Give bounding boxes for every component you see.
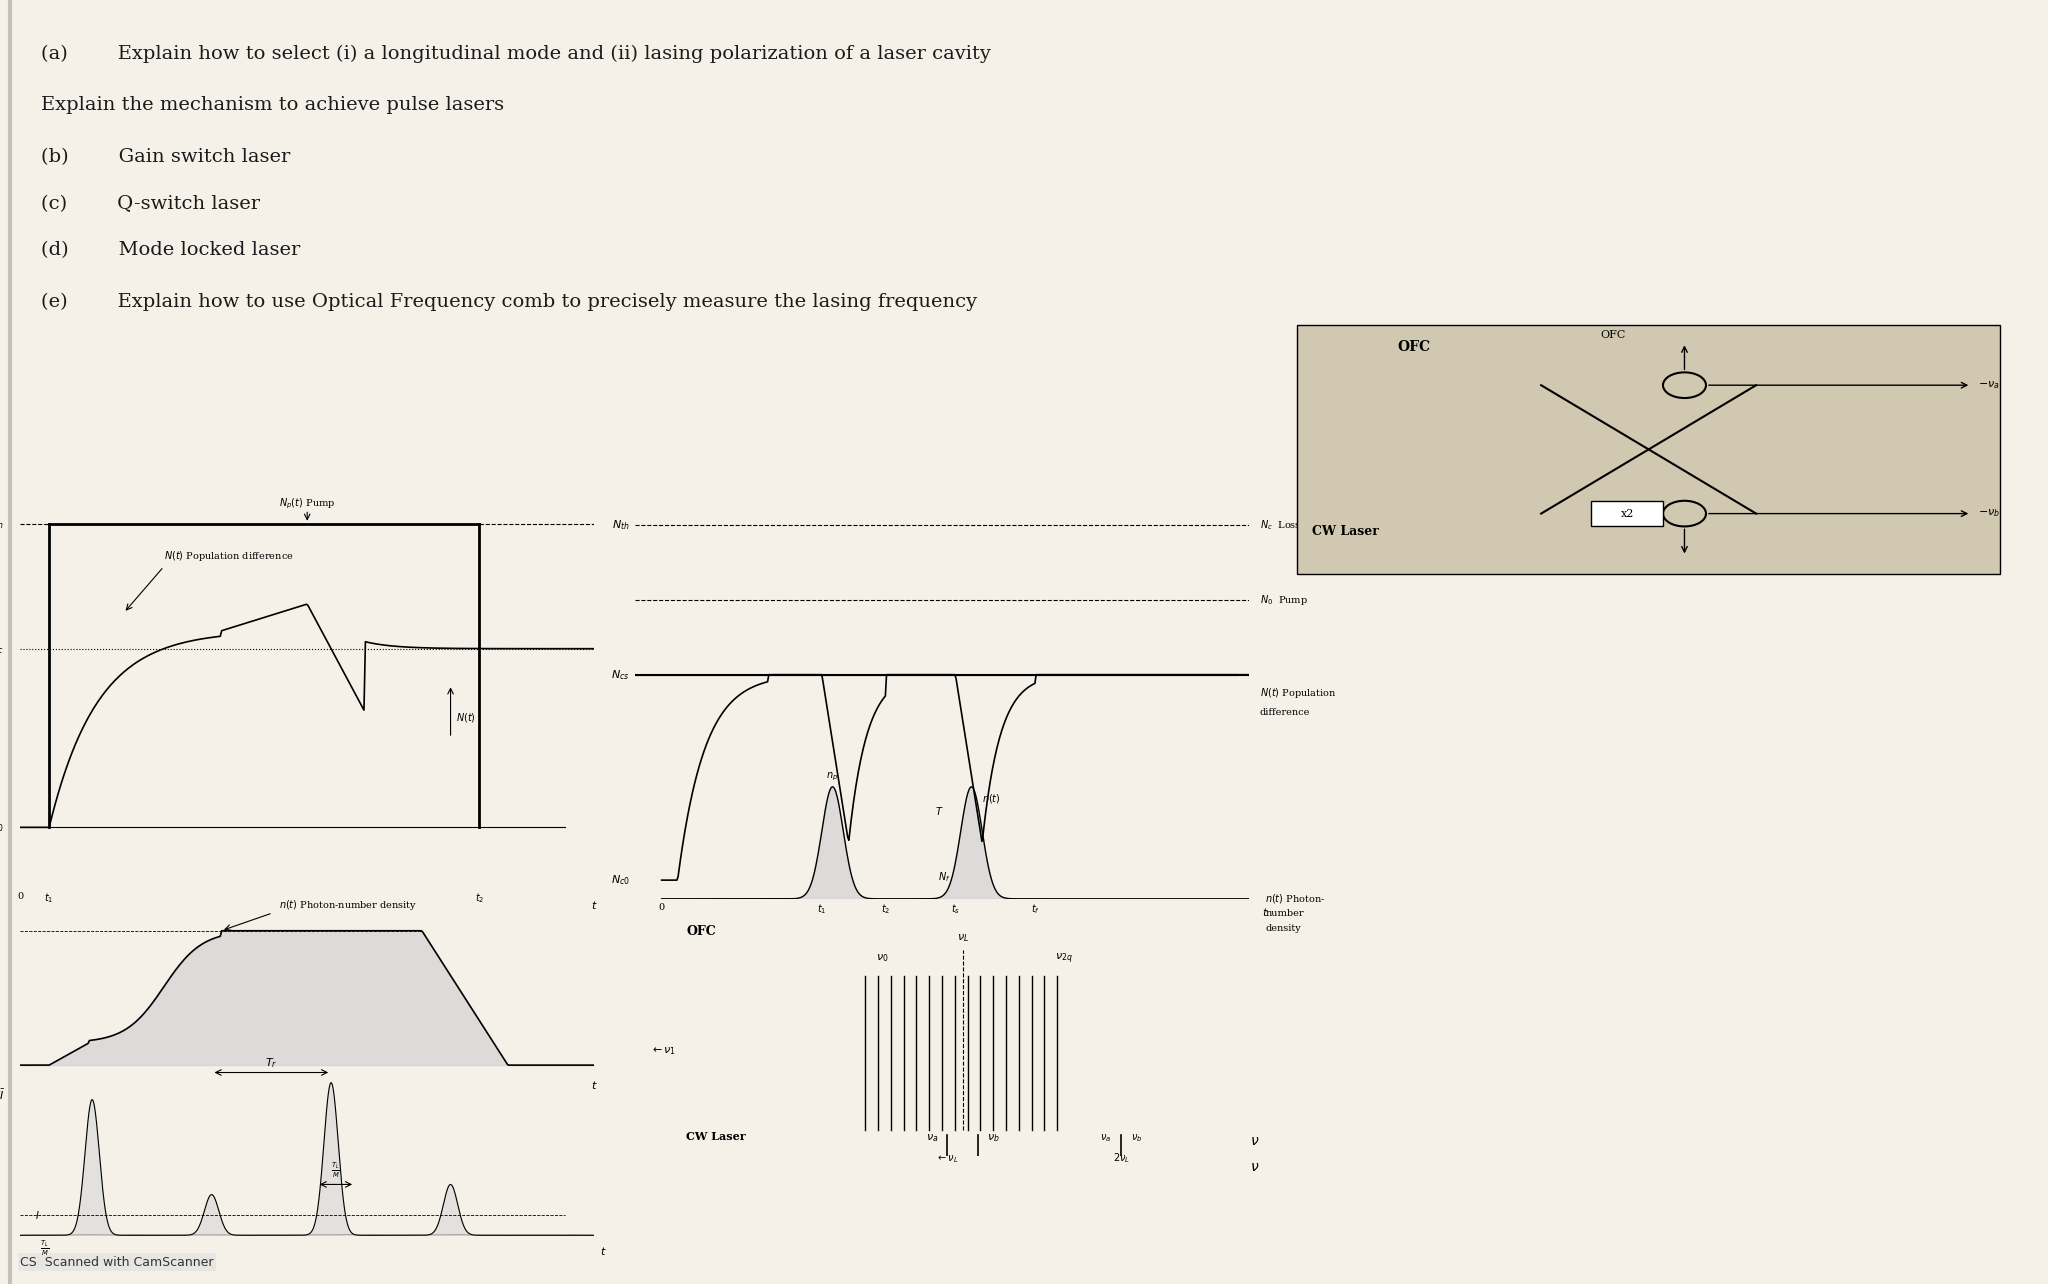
Text: OFC: OFC (1599, 330, 1626, 340)
Text: CW Laser: CW Laser (686, 1131, 745, 1143)
Text: (a)        Explain how to select (i) a longitudinal mode and (ii) lasing polariz: (a) Explain how to select (i) a longitud… (41, 45, 991, 63)
Text: $N_{c0}$: $N_{c0}$ (610, 873, 629, 887)
Text: $\nu_a$: $\nu_a$ (1100, 1132, 1112, 1144)
Text: (c)        Q-switch laser: (c) Q-switch laser (41, 195, 260, 213)
Text: $t_2$: $t_2$ (475, 891, 483, 905)
Text: (d)        Mode locked laser: (d) Mode locked laser (41, 241, 301, 259)
Text: 0: 0 (18, 891, 23, 900)
Text: x2: x2 (1620, 508, 1634, 519)
Text: $\leftarrow \nu_1$: $\leftarrow \nu_1$ (651, 1045, 676, 1057)
Text: $N_c$  Loss: $N_c$ Loss (1260, 519, 1300, 532)
Text: $t$: $t$ (590, 899, 598, 910)
Text: $2\nu_L$: $2\nu_L$ (1112, 1150, 1130, 1165)
Text: OFC: OFC (1397, 340, 1432, 354)
Text: $N_{th}$: $N_{th}$ (0, 516, 4, 530)
Text: $\nu_b$: $\nu_b$ (1130, 1132, 1143, 1144)
Text: (b)        Gain switch laser: (b) Gain switch laser (41, 148, 291, 166)
Text: CS  Scanned with CamScanner: CS Scanned with CamScanner (20, 1256, 213, 1269)
Text: $t$: $t$ (600, 1245, 606, 1257)
Text: Explain the mechanism to achieve pulse lasers: Explain the mechanism to achieve pulse l… (41, 96, 504, 114)
Text: $N_0$: $N_0$ (0, 820, 4, 835)
Text: $t_f$: $t_f$ (1030, 903, 1040, 917)
Text: $N(t)$ Population: $N(t)$ Population (1260, 687, 1337, 700)
Text: $\leftarrow \nu_L$: $\leftarrow \nu_L$ (936, 1153, 958, 1165)
Text: $t_2$: $t_2$ (881, 903, 891, 917)
Text: $N_0$  Pump: $N_0$ Pump (1260, 593, 1309, 607)
Text: 0: 0 (659, 903, 666, 912)
Text: $\nu_b$: $\nu_b$ (987, 1132, 999, 1144)
Text: $\frac{T_L}{M}$: $\frac{T_L}{M}$ (332, 1161, 340, 1180)
Text: $I$: $I$ (35, 1210, 39, 1221)
Text: $t_1$: $t_1$ (45, 891, 53, 905)
Text: density: density (1266, 924, 1300, 933)
Text: $t_1$: $t_1$ (817, 903, 827, 917)
Text: $N_p(t)$ Pump: $N_p(t)$ Pump (279, 496, 336, 511)
Text: CW Laser: CW Laser (1311, 525, 1378, 538)
Text: $n(t)$ Photon-number density: $n(t)$ Photon-number density (279, 899, 416, 913)
Text: $N(t)$: $N(t)$ (457, 710, 475, 724)
Text: $t$: $t$ (1262, 907, 1268, 918)
Text: $N_c$: $N_c$ (0, 642, 4, 656)
Text: $M\bar{I}$: $M\bar{I}$ (0, 1088, 6, 1102)
Text: number: number (1266, 909, 1305, 918)
Text: $N(t)$ Population difference: $N(t)$ Population difference (164, 550, 293, 564)
Text: $N_{th}$: $N_{th}$ (612, 519, 629, 532)
Text: $\nu$: $\nu$ (1249, 1159, 1260, 1174)
Text: $-\nu_b$: $-\nu_b$ (1978, 507, 2001, 520)
Text: $N_f$: $N_f$ (938, 871, 950, 883)
Text: $\nu_L$: $\nu_L$ (956, 932, 969, 944)
Bar (1591, 501, 1663, 526)
Text: OFC: OFC (686, 924, 717, 937)
Text: $n(t)$: $n(t)$ (983, 792, 1001, 805)
Text: $T$: $T$ (936, 805, 944, 817)
Text: $\nu_{2q}$: $\nu_{2q}$ (1055, 951, 1073, 967)
Text: $\nu_0$: $\nu_0$ (877, 953, 889, 964)
Text: difference: difference (1260, 707, 1311, 716)
Text: $\nu$: $\nu$ (1249, 1134, 1260, 1148)
Text: $n(t)$ Photon-: $n(t)$ Photon- (1266, 892, 1325, 905)
Text: $-\nu_a$: $-\nu_a$ (1978, 379, 2001, 392)
Text: $\nu_a$: $\nu_a$ (926, 1132, 938, 1144)
Text: $T_r$: $T_r$ (264, 1055, 279, 1070)
Text: $n_p$: $n_p$ (827, 770, 838, 783)
Text: $t_s$: $t_s$ (950, 903, 961, 917)
Text: (e)        Explain how to use Optical Frequency comb to precisely measure the la: (e) Explain how to use Optical Frequency… (41, 293, 977, 311)
Text: $\frac{T_L}{M}$: $\frac{T_L}{M}$ (39, 1239, 49, 1258)
Text: $N_{cs}$: $N_{cs}$ (610, 668, 629, 682)
Text: $t$: $t$ (590, 1079, 598, 1090)
